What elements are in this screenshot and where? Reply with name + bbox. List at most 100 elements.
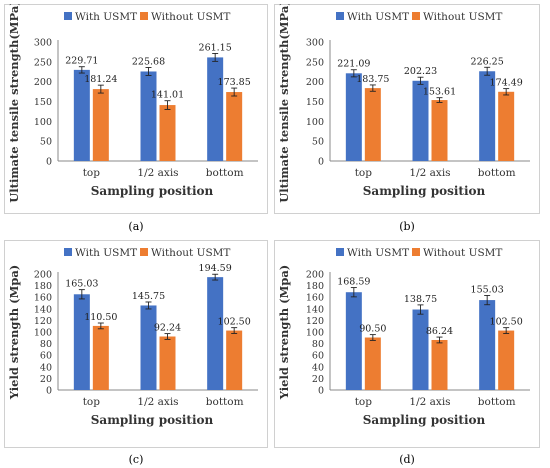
y-tick-label: 160	[306, 293, 324, 304]
data-label: 181.24	[84, 74, 117, 85]
legend-swatch-1	[412, 12, 420, 20]
data-label: 102.50	[218, 317, 251, 328]
y-axis-title: Yield strength (Mpa)	[277, 265, 291, 400]
y-tick-label: 150	[306, 97, 324, 108]
y-tick-label: 100	[306, 117, 324, 128]
panel-c-frame	[4, 240, 268, 448]
x-axis-title: Sampling position	[91, 413, 214, 427]
chart-panel-a: With USMT Without USMT 0 50 100 150 200 250 300 U…	[7, 4, 258, 203]
x-tick-label: 1/2 axis	[409, 167, 450, 179]
y-tick-label: 20	[312, 374, 324, 385]
y-axis-title: Yield strength (Mpa)	[7, 265, 21, 400]
caption-d: (d)	[399, 453, 415, 466]
bar-with-0	[73, 294, 90, 390]
y-tick-label: 40	[312, 362, 324, 373]
bar-without-2	[498, 330, 515, 390]
data-label: 138.75	[404, 294, 437, 305]
y-tick-label: 200	[34, 77, 52, 88]
y-tick-label: 100	[306, 328, 324, 339]
data-label: 173.85	[218, 77, 251, 88]
data-label: 102.50	[490, 317, 523, 328]
y-tick-label: 180	[34, 281, 52, 292]
caption-a: (a)	[128, 220, 144, 233]
x-axis-title: Sampling position	[91, 184, 214, 198]
data-label: 174.49	[490, 78, 523, 89]
y-tick-label: 300	[306, 38, 324, 49]
legend-label-0: With USMT	[75, 247, 137, 259]
bar-without-1	[159, 105, 176, 161]
legend-swatch-1	[140, 248, 148, 256]
data-label: 261.15	[199, 42, 232, 53]
legend-label-1: Without USMT	[423, 247, 502, 259]
legend-label-1: Without USMT	[423, 11, 502, 23]
chart-panel-d: With USMT Without USMT0204060801001201401…	[277, 247, 530, 427]
legend-label-0: With USMT	[75, 11, 137, 23]
data-label: 90.50	[359, 324, 386, 335]
y-tick-label: 200	[306, 77, 324, 88]
y-axis-title: Ultimate tensile strength(MPa)	[277, 4, 291, 203]
legend-swatch-0	[64, 248, 72, 256]
panel-b-frame	[274, 4, 540, 214]
y-tick-label: 0	[46, 386, 52, 397]
data-label: 155.03	[471, 284, 504, 295]
bar-without-2	[498, 91, 515, 161]
data-label: 110.50	[84, 312, 117, 323]
y-tick-label: 100	[34, 117, 52, 128]
caption-c: (c)	[128, 453, 144, 466]
legend-swatch-0	[336, 248, 344, 256]
legend-label-0: With USMT	[347, 11, 409, 23]
x-tick-label: bottom	[478, 167, 516, 179]
y-tick-label: 180	[306, 281, 324, 292]
y-tick-label: 200	[306, 270, 324, 281]
legend-swatch-1	[140, 12, 148, 20]
y-tick-label: 120	[306, 316, 324, 327]
bar-without-1	[431, 100, 448, 161]
x-tick-label: bottom	[206, 167, 244, 179]
y-tick-label: 200	[34, 270, 52, 281]
data-label: 221.09	[337, 59, 370, 70]
y-tick-label: 80	[312, 339, 324, 350]
legend-label-1: Without USMT	[151, 11, 230, 23]
x-tick-label: 1/2 axis	[137, 396, 178, 408]
bar-with-1	[412, 309, 429, 390]
data-label: 86.24	[426, 326, 453, 337]
chart-panel-c: With USMT Without USMT0204060801001201401…	[7, 247, 258, 427]
data-label: 202.23	[404, 66, 437, 77]
y-tick-label: 120	[34, 316, 52, 327]
y-tick-label: 140	[34, 304, 52, 315]
x-tick-label: bottom	[478, 396, 516, 408]
bar-with-2	[479, 71, 496, 161]
y-axis-title: Ultimate tensile strength(MPa)	[7, 4, 21, 203]
y-tick-label: 250	[306, 57, 324, 68]
bar-with-2	[207, 277, 224, 390]
data-label: 226.25	[471, 56, 504, 67]
y-tick-label: 100	[34, 328, 52, 339]
bar-with-1	[140, 71, 157, 161]
y-tick-label: 300	[34, 38, 52, 49]
y-tick-label: 20	[40, 374, 52, 385]
data-label: 183.75	[356, 74, 389, 85]
y-tick-label: 60	[312, 351, 324, 362]
y-tick-label: 0	[318, 157, 324, 168]
bar-with-2	[479, 300, 496, 390]
bar-without-0	[364, 337, 381, 390]
y-tick-label: 160	[34, 293, 52, 304]
y-tick-label: 60	[40, 351, 52, 362]
data-label: 145.75	[132, 291, 165, 302]
y-tick-label: 140	[306, 304, 324, 315]
bar-without-0	[364, 88, 381, 161]
y-tick-label: 150	[34, 97, 52, 108]
legend-label-0: With USMT	[347, 247, 409, 259]
data-label: 229.71	[65, 56, 98, 67]
x-tick-label: top	[355, 167, 373, 179]
x-tick-label: bottom	[206, 396, 244, 408]
chart-panel-b: With USMT Without USMT 0 50 100 150 200 250 300 U…	[277, 4, 530, 203]
x-axis-title: Sampling position	[363, 184, 486, 198]
bar-with-2	[207, 57, 224, 161]
data-label: 225.68	[132, 57, 165, 68]
y-tick-label: 50	[40, 137, 52, 148]
bar-with-0	[73, 69, 90, 161]
y-tick-label: 40	[40, 362, 52, 373]
bar-with-0	[345, 292, 362, 390]
x-tick-label: 1/2 axis	[137, 167, 178, 179]
